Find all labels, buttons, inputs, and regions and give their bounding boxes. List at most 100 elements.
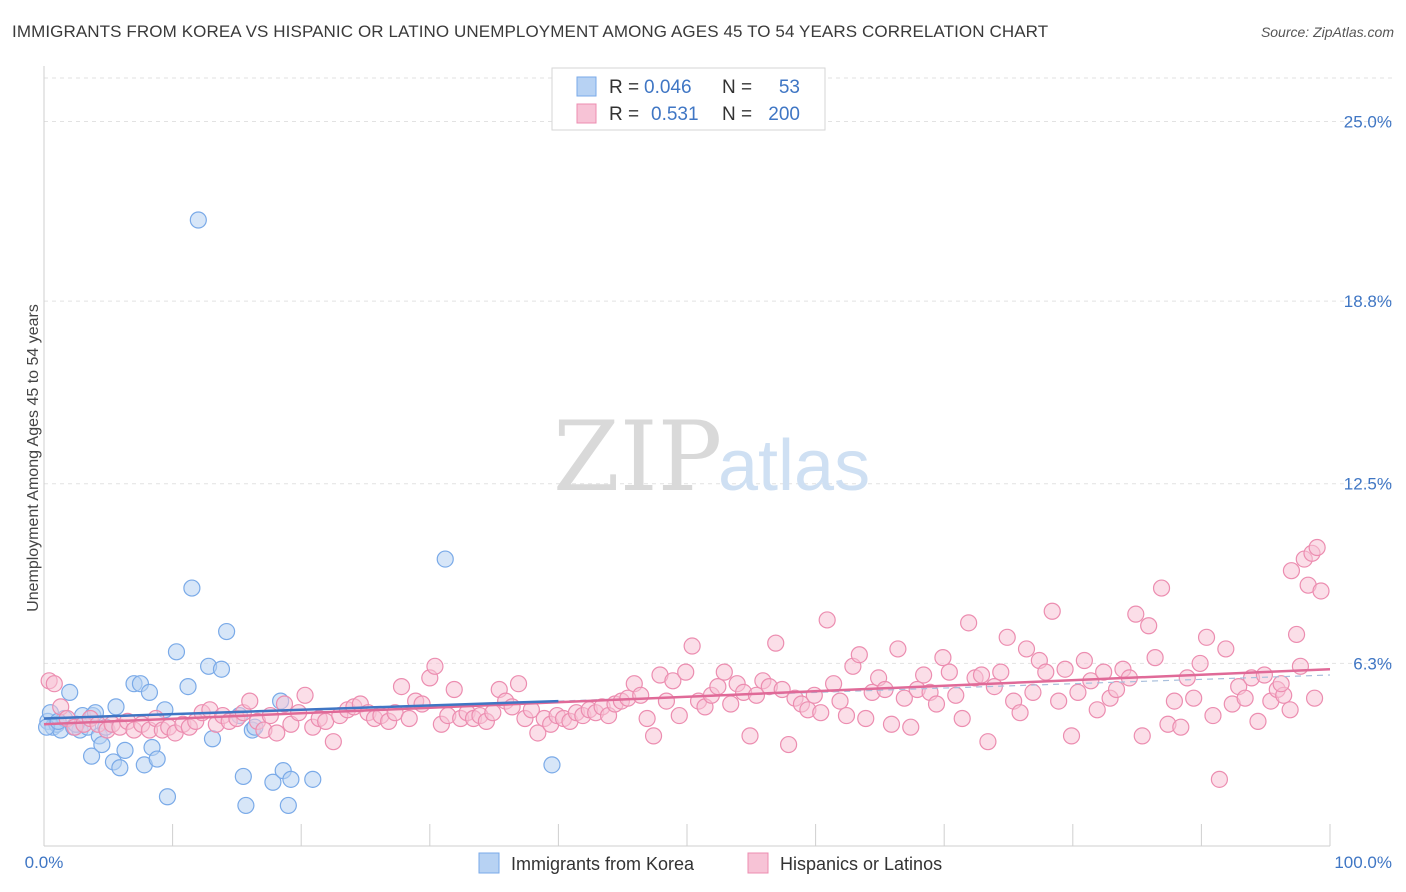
point-hispanic — [889, 640, 907, 658]
point-hispanic — [509, 675, 528, 693]
legend-swatch-korea — [576, 76, 597, 97]
point-hispanic — [644, 727, 663, 745]
point-hispanic — [1282, 562, 1301, 580]
legend-swatch-hispanic — [747, 852, 769, 874]
point-hispanic — [241, 692, 259, 710]
point-hispanic — [670, 706, 688, 725]
point-korea — [148, 750, 166, 768]
point-hispanic — [818, 611, 836, 629]
point-hispanic — [934, 649, 952, 667]
point-hispanic — [1146, 649, 1164, 667]
point-hispanic — [426, 657, 444, 675]
point-hispanic — [1069, 683, 1087, 702]
x-tick-label: 100.0% — [1334, 853, 1392, 872]
point-hispanic — [1185, 689, 1203, 707]
point-hispanic — [1127, 605, 1145, 623]
legend-r-value: 0.531 — [651, 104, 699, 125]
point-korea — [237, 796, 255, 815]
grid-lines — [44, 77, 1392, 664]
point-hispanic — [779, 735, 798, 754]
point-hispanic — [484, 704, 502, 722]
legend-r-label: R = — [609, 77, 639, 98]
legend-swatch-korea — [478, 852, 500, 874]
point-hispanic — [857, 709, 875, 728]
y-tick-label: 18.8% — [1344, 292, 1392, 311]
point-hispanic — [638, 709, 656, 728]
point-hispanic — [805, 686, 823, 704]
point-hispanic — [960, 614, 978, 632]
point-hispanic — [1037, 663, 1055, 681]
legend-n-value: 200 — [768, 104, 800, 125]
point-hispanic — [1050, 692, 1068, 710]
point-korea — [183, 579, 201, 597]
point-hispanic — [722, 695, 740, 713]
point-hispanic — [709, 678, 727, 696]
point-hispanic — [1152, 579, 1171, 597]
point-hispanic — [664, 672, 682, 690]
point-korea — [304, 770, 322, 788]
point-hispanic — [529, 724, 547, 742]
point-hispanic — [1107, 680, 1126, 699]
point-hispanic — [992, 663, 1010, 681]
series-hispanic-points — [40, 538, 1330, 788]
point-korea — [116, 741, 134, 759]
point-hispanic — [895, 689, 913, 707]
point-hispanic — [1088, 701, 1106, 719]
series-legend: Immigrants from Korea Hispanics or Latin… — [478, 852, 942, 874]
legend-swatch-hispanic — [576, 103, 597, 124]
y-tick-labels: 6.3% 12.5% 18.8% 25.0% — [1344, 112, 1392, 673]
point-hispanic — [1140, 617, 1158, 635]
point-hispanic — [1204, 706, 1222, 725]
point-korea — [167, 643, 186, 661]
point-hispanic — [741, 727, 759, 745]
point-hispanic — [268, 724, 286, 742]
point-hispanic — [1024, 683, 1042, 702]
point-hispanic — [1305, 689, 1324, 707]
point-hispanic — [445, 680, 463, 699]
source-credit: Source: ZipAtlas.com — [1260, 24, 1394, 40]
point-hispanic — [902, 718, 920, 736]
chart-title: IMMIGRANTS FROM KOREA VS HISPANIC OR LAT… — [12, 22, 1049, 41]
point-hispanic — [1062, 727, 1081, 745]
legend-r-value: 0.046 — [644, 77, 692, 98]
point-korea — [179, 678, 197, 696]
y-axis-label: Unemployment Among Ages 45 to 54 years — [25, 304, 42, 612]
point-hispanic — [1043, 602, 1061, 620]
point-hispanic — [767, 634, 785, 652]
trend-line-korea — [43, 699, 559, 720]
point-korea — [82, 747, 101, 765]
trend-line-korea-extension — [558, 674, 1331, 702]
point-hispanic — [677, 663, 695, 681]
point-korea — [203, 730, 222, 748]
point-hispanic — [1255, 666, 1274, 684]
point-hispanic — [947, 686, 965, 704]
point-hispanic — [683, 637, 701, 655]
point-korea — [111, 759, 129, 777]
point-hispanic — [972, 666, 991, 684]
point-hispanic — [1210, 770, 1229, 788]
point-hispanic — [1281, 701, 1299, 719]
point-hispanic — [837, 706, 856, 725]
point-korea — [282, 770, 300, 788]
y-tick-label: 6.3% — [1353, 654, 1392, 673]
point-hispanic — [831, 692, 849, 710]
point-hispanic — [1133, 727, 1151, 745]
point-hispanic — [915, 666, 933, 684]
point-hispanic — [1056, 660, 1074, 678]
point-hispanic — [998, 628, 1016, 646]
point-hispanic — [1236, 689, 1254, 707]
point-korea — [279, 796, 297, 815]
point-korea — [234, 767, 252, 786]
legend-r-label: R = — [609, 104, 639, 125]
trend-line-hispanic — [43, 667, 1331, 726]
point-hispanic — [850, 646, 868, 664]
point-korea — [93, 735, 111, 754]
point-korea — [212, 660, 231, 678]
legend-n-label: N = — [722, 77, 752, 98]
point-hispanic — [632, 686, 650, 704]
point-hispanic — [812, 704, 830, 722]
point-hispanic — [1272, 675, 1290, 693]
point-hispanic — [296, 686, 314, 704]
point-hispanic — [324, 733, 342, 751]
